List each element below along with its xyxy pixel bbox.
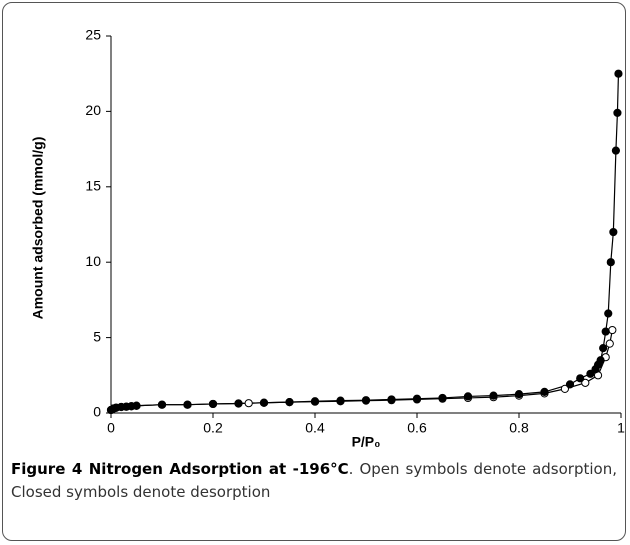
series-line [110, 73, 620, 411]
data-point [438, 393, 447, 403]
data-point [463, 392, 473, 401]
data-point [489, 391, 498, 400]
y-tick-label: 25 [85, 27, 101, 43]
data-point [611, 146, 621, 155]
series-line [110, 329, 613, 411]
y-tick-label: 10 [85, 253, 101, 269]
caption: Figure 4 Nitrogen Adsorption at -196°C. … [11, 458, 617, 504]
data-point [560, 384, 570, 393]
data-point [609, 227, 618, 237]
data-point [581, 378, 590, 387]
data-point [565, 380, 575, 389]
data-point [336, 396, 345, 405]
data-point [613, 108, 622, 118]
data-point [183, 400, 192, 409]
data-point [310, 397, 320, 406]
x-tick-label: 0 [107, 420, 115, 436]
x-tick-label: 0.8 [509, 420, 529, 436]
x-axis-label: P/P₀ [352, 434, 381, 450]
data-point [604, 309, 613, 318]
y-tick-label: 5 [93, 328, 101, 344]
data-point [244, 399, 253, 408]
data-point [599, 344, 608, 353]
data-point [259, 398, 269, 407]
figure: P/P₀ Amount adsorbed (mmol/g) 0 5 10 15 20 25… [2, 2, 626, 541]
data-point [106, 405, 116, 415]
data-point [591, 365, 600, 374]
data-point [605, 339, 614, 348]
chart: P/P₀ Amount adsorbed (mmol/g) 0510152025… [30, 27, 625, 450]
y-tick-label: 0 [93, 404, 101, 420]
data-point [234, 399, 243, 408]
data-point [576, 374, 585, 383]
data-point [157, 400, 167, 409]
y-tick-label: 20 [85, 102, 101, 118]
caption-label: Figure 4 Nitrogen Adsorption at -196°C [11, 460, 349, 478]
y-tick-label: 15 [85, 178, 101, 194]
x-tick-label: 0.4 [305, 420, 325, 436]
x-tick-label: 1 [617, 420, 625, 436]
data-point [208, 399, 218, 409]
x-tick-label: 0.6 [407, 420, 427, 436]
data-point [614, 69, 623, 78]
y-axis-label: Amount adsorbed (mmol/g) [30, 137, 46, 320]
data-point [412, 394, 422, 403]
data-point [601, 327, 610, 336]
data-point [586, 369, 595, 378]
data-point [540, 387, 549, 396]
caption-text: . Open symbols denote adsorption, Closed… [11, 460, 617, 501]
data-point [361, 396, 371, 405]
x-tick-label: 0.2 [203, 420, 223, 436]
data-point [514, 390, 524, 399]
data-point [285, 398, 294, 407]
data-point [387, 395, 396, 404]
data-point [608, 325, 617, 335]
data-point [606, 258, 615, 267]
